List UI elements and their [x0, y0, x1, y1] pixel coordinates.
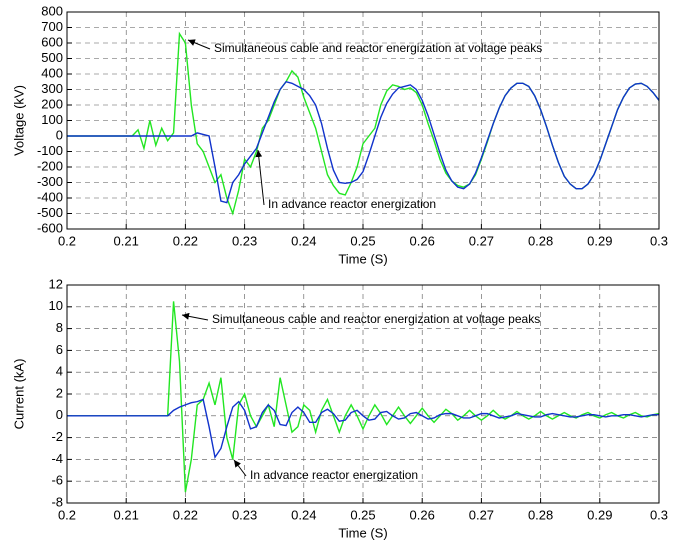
y-tick-label: 2 [56, 385, 63, 400]
y-tick-label: 500 [41, 50, 63, 65]
annotation-arrow [233, 459, 247, 477]
axes-frame [66, 11, 660, 230]
y-tick-label: -100 [37, 143, 63, 158]
y-axis-label: Current (kA) [11, 359, 26, 430]
annotation-arrow [181, 312, 209, 321]
y-tick-label: -600 [37, 220, 63, 235]
x-axis-label: Time (S) [338, 251, 387, 266]
x-tick-label: 0.27 [469, 507, 494, 522]
x-tick-label: 0.28 [528, 507, 553, 522]
annotation-arrow [187, 39, 211, 50]
y-tick-label: 4 [56, 364, 63, 379]
x-tick-label: 0.24 [291, 233, 316, 248]
x-tick-label: 0.27 [469, 233, 494, 248]
subplot: -600-500-400-300-200-1000100200300400500… [11, 3, 668, 266]
y-tick-label: -2 [51, 429, 63, 444]
x-tick-label: 0.22 [173, 233, 198, 248]
series-line [67, 398, 659, 460]
y-tick-label: -400 [37, 189, 63, 204]
y-tick-label: -6 [51, 473, 63, 488]
y-tick-label: 600 [41, 34, 63, 49]
y-tick-label: 200 [41, 96, 63, 111]
y-tick-label: 700 [41, 19, 63, 34]
y-tick-label: 6 [56, 342, 63, 357]
x-tick-label: 0.21 [114, 507, 139, 522]
x-tick-label: 0.26 [410, 507, 435, 522]
annotation: Simultaneous cable and reactor energizat… [212, 312, 540, 326]
y-axis-label: Voltage (kV) [11, 85, 26, 156]
y-tick-label: 100 [41, 112, 63, 127]
x-tick-label: 0.2 [58, 507, 76, 522]
y-tick-label: 300 [41, 81, 63, 96]
x-tick-label: 0.25 [350, 507, 375, 522]
annotation: In advance reactor energization [250, 468, 418, 482]
y-tick-label: 0 [56, 127, 63, 142]
y-tick-label: 12 [49, 276, 63, 291]
x-axis-label: Time (S) [338, 525, 387, 540]
x-tick-label: 0.25 [350, 233, 375, 248]
annotation: In advance reactor energization [268, 197, 436, 211]
y-tick-label: 8 [56, 320, 63, 335]
y-tick-label: 400 [41, 65, 63, 80]
y-tick-label: -8 [51, 494, 63, 509]
annotation-arrow [255, 149, 265, 206]
annotation: Simultaneous cable and reactor energizat… [214, 41, 542, 55]
x-tick-label: 0.26 [410, 233, 435, 248]
x-tick-label: 0.3 [650, 507, 668, 522]
x-tick-label: 0.3 [650, 233, 668, 248]
x-tick-label: 0.24 [291, 507, 316, 522]
y-tick-label: 800 [41, 3, 63, 18]
y-tick-label: 0 [56, 407, 63, 422]
x-tick-label: 0.23 [232, 233, 257, 248]
y-tick-label: -4 [51, 451, 63, 466]
subplot: -8 -6 -4 -2 0 2 4 6 8 10 12 0.2 0.21 0.22 0.23 0.24 0.25… [11, 276, 668, 540]
series-line [67, 80, 660, 204]
x-tick-label: 0.21 [114, 233, 139, 248]
axes-frame [66, 284, 660, 504]
x-tick-label: 0.29 [587, 507, 612, 522]
x-tick-label: 0.22 [173, 507, 198, 522]
x-tick-label: 0.29 [587, 233, 612, 248]
y-tick-label: -300 [37, 174, 63, 189]
y-tick-label: -500 [37, 205, 63, 220]
x-tick-label: 0.23 [232, 507, 257, 522]
y-tick-label: -200 [37, 158, 63, 173]
x-tick-label: 0.2 [58, 233, 76, 248]
y-tick-label: 10 [49, 298, 63, 313]
x-tick-label: 0.28 [528, 233, 553, 248]
